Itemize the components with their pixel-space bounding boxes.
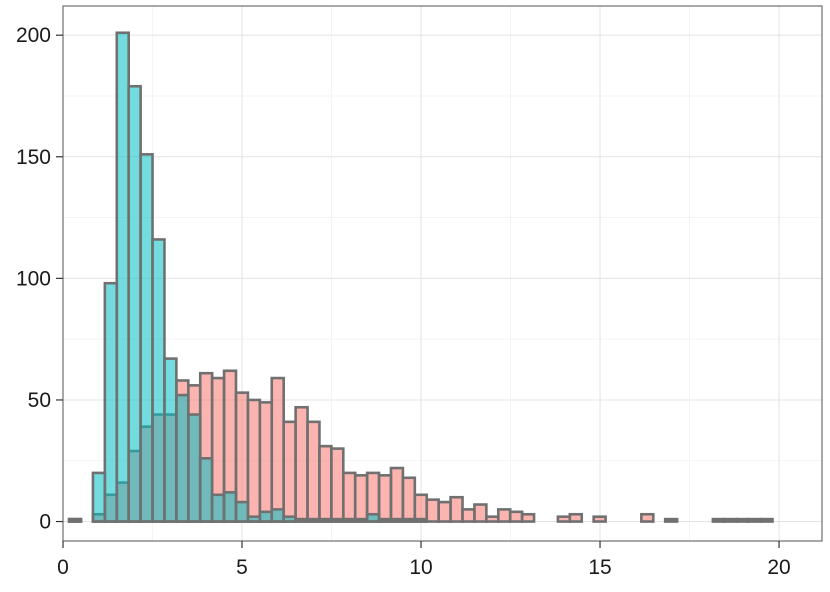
x-tick-label: 10 — [409, 556, 432, 579]
histogram-bar — [353, 517, 369, 523]
histogram-bar — [377, 517, 393, 523]
histogram-bar — [67, 517, 83, 523]
histogram-bar — [270, 376, 285, 523]
histogram-bar — [163, 357, 178, 523]
histogram-bar — [663, 517, 679, 523]
histogram-bar — [294, 517, 309, 523]
histogram-bar — [353, 474, 369, 523]
plot-panel-border — [62, 5, 823, 542]
histogram-bar — [568, 512, 584, 523]
histogram-bar — [270, 508, 285, 523]
histogram-bar — [222, 491, 238, 523]
histogram-bar — [282, 420, 297, 523]
y-tick-label: 100 — [16, 267, 51, 290]
histogram-bar — [425, 498, 440, 523]
histogram-bar — [318, 444, 333, 523]
x-tick-label: 5 — [236, 556, 248, 579]
histogram-bar — [759, 517, 774, 523]
histogram-bar — [520, 512, 536, 523]
histogram-bar — [389, 517, 405, 523]
y-tick-label: 150 — [16, 146, 51, 169]
histogram-bar — [365, 512, 381, 523]
histogram-bar — [246, 398, 262, 523]
series-teal-bars — [67, 31, 429, 523]
x-axis: 0 5 10 15 20 — [57, 541, 791, 579]
histogram-bar — [485, 515, 500, 523]
y-tick-label: 0 — [39, 511, 51, 534]
histogram-bar — [175, 393, 190, 523]
histogram-bar — [210, 493, 226, 523]
x-tick-label: 15 — [588, 556, 611, 579]
histogram-bar — [461, 508, 476, 523]
histogram-bar — [115, 31, 130, 523]
histogram-bar — [318, 517, 333, 523]
histogram-bar — [413, 517, 429, 523]
histogram-bar — [377, 474, 393, 523]
histogram-bar — [747, 517, 762, 523]
histogram-bar — [127, 84, 142, 523]
histogram-bar — [306, 420, 321, 523]
histogram-bar — [258, 510, 274, 523]
histogram-bar — [330, 517, 345, 523]
histogram-bar — [139, 153, 154, 523]
histogram-bar — [234, 500, 250, 523]
histogram-bar — [341, 517, 357, 523]
histogram-bar — [294, 405, 309, 523]
histogram-bar — [91, 471, 107, 523]
histogram-bar — [449, 495, 464, 523]
histogram-bar — [508, 510, 524, 523]
histogram-bar — [341, 471, 357, 523]
histogram-bar — [735, 517, 750, 523]
histogram-bar — [413, 493, 429, 523]
histogram-bar — [401, 476, 417, 523]
histogram-bar — [246, 515, 262, 523]
y-tick-label: 200 — [16, 24, 51, 47]
y-tick-label: 50 — [28, 389, 51, 412]
histogram-bar — [592, 515, 607, 523]
histogram-bar — [496, 508, 512, 523]
histogram-bar — [389, 466, 405, 523]
histogram-bar — [556, 515, 572, 523]
histogram-bar — [282, 515, 297, 523]
histogram-bar — [103, 281, 119, 523]
histogram-bar — [437, 500, 452, 523]
histogram-bar — [330, 447, 345, 523]
histogram-bar — [711, 517, 727, 523]
histogram-bar — [151, 238, 166, 523]
histogram-bar — [306, 517, 321, 523]
histogram-bar — [401, 517, 417, 523]
x-tick-label: 0 — [57, 556, 69, 579]
histogram-bar — [187, 413, 202, 523]
histogram-bar — [258, 401, 274, 523]
histogram-bar — [473, 503, 488, 523]
histogram-bar — [198, 457, 214, 523]
histogram-bar — [723, 517, 739, 523]
y-axis: 0 50 100 150 200 — [16, 24, 63, 534]
x-tick-label: 20 — [767, 556, 790, 579]
histogram-bar — [640, 512, 655, 523]
